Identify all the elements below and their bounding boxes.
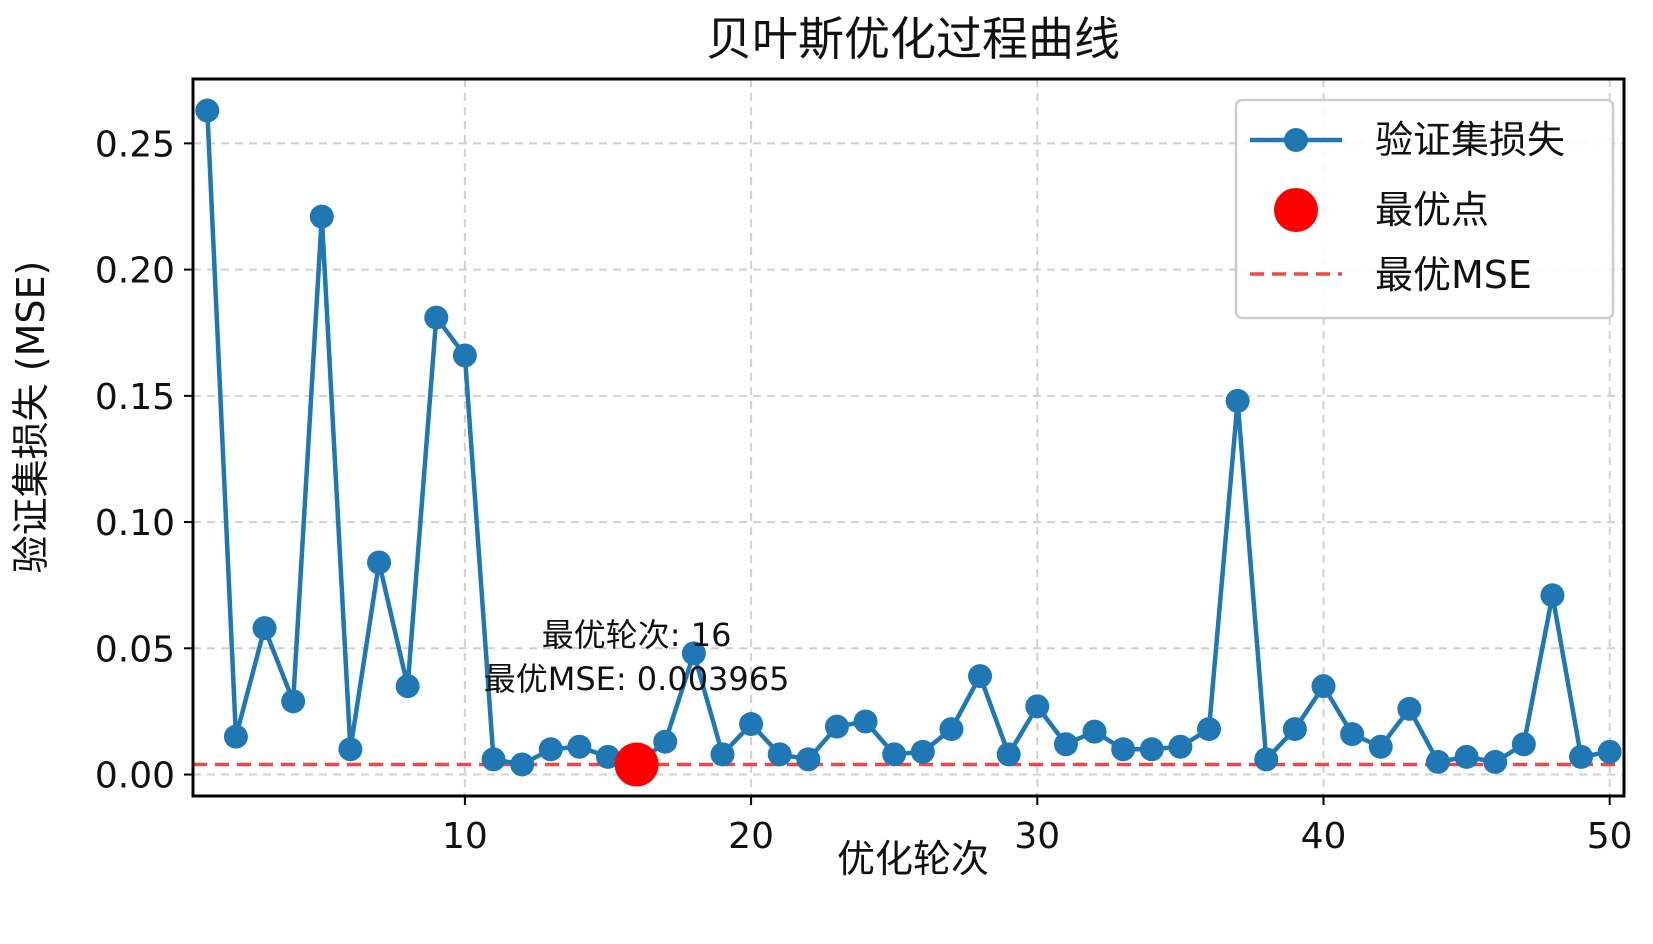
data-point xyxy=(367,550,392,575)
data-point xyxy=(481,747,506,772)
data-point xyxy=(595,744,620,769)
y-axis-ticks: 0.00 0.05 0.10 0.15 0.20 0.25 xyxy=(95,124,193,797)
data-point xyxy=(653,729,678,754)
best-point-marker xyxy=(614,742,659,787)
data-point xyxy=(939,717,964,742)
chart-title: 贝叶斯优化过程曲线 xyxy=(706,12,1120,66)
data-point xyxy=(1397,696,1422,721)
data-point xyxy=(252,616,277,641)
legend: 验证集损失 最优点 最优MSE xyxy=(1234,98,1615,320)
data-point xyxy=(1540,583,1565,608)
data-point xyxy=(510,752,535,777)
data-point xyxy=(882,742,907,767)
data-point xyxy=(1111,737,1136,762)
data-point xyxy=(1053,732,1078,757)
x-tick-label: 20 xyxy=(728,816,774,857)
x-tick-label: 10 xyxy=(442,816,488,857)
data-point xyxy=(452,343,477,368)
x-tick-label: 30 xyxy=(1014,816,1060,857)
data-point xyxy=(1139,737,1164,762)
data-point xyxy=(853,709,878,734)
data-point xyxy=(1425,749,1450,774)
y-tick-label: 0.25 xyxy=(95,124,175,165)
y-tick-label: 0.05 xyxy=(95,629,175,670)
data-point xyxy=(1597,739,1622,764)
data-point xyxy=(996,742,1021,767)
data-point xyxy=(195,98,220,123)
data-point xyxy=(1025,694,1050,719)
data-point xyxy=(1282,717,1307,742)
data-point xyxy=(1368,734,1393,759)
data-point xyxy=(796,747,821,772)
data-point xyxy=(1254,747,1279,772)
annotation-best-round: 最优轮次: 16 xyxy=(542,616,732,654)
data-point xyxy=(395,674,420,699)
data-point xyxy=(681,641,706,666)
data-point xyxy=(1511,732,1536,757)
data-point xyxy=(767,742,792,767)
x-tick-label: 40 xyxy=(1301,816,1347,857)
legend-series-label: 验证集损失 xyxy=(1375,118,1565,162)
data-point xyxy=(223,724,248,749)
data-point xyxy=(968,664,993,689)
data-point xyxy=(1168,734,1193,759)
data-point xyxy=(424,305,449,330)
data-point xyxy=(338,737,363,762)
y-axis-label: 验证集损失 (MSE) xyxy=(9,261,53,574)
y-tick-label: 0.20 xyxy=(95,251,175,292)
x-axis-ticks: 10 20 30 40 50 xyxy=(442,796,1633,857)
legend-best-line-label: 最优MSE xyxy=(1375,253,1532,297)
x-tick-label: 50 xyxy=(1587,816,1633,857)
x-axis-label: 优化轮次 xyxy=(837,837,989,881)
y-tick-label: 0.10 xyxy=(95,503,175,544)
data-point xyxy=(281,689,306,714)
data-point xyxy=(1197,717,1222,742)
legend-box xyxy=(1234,98,1615,320)
legend-series-marker xyxy=(1284,128,1308,152)
data-point xyxy=(1082,719,1107,744)
data-point xyxy=(567,734,592,759)
annotation-best-mse: 最优MSE: 0.003965 xyxy=(484,660,790,698)
data-point xyxy=(1483,749,1508,774)
data-point xyxy=(1569,744,1594,769)
data-point xyxy=(1454,744,1479,769)
data-point xyxy=(1225,388,1250,413)
data-point xyxy=(824,714,849,739)
plot-frame xyxy=(191,77,1626,798)
data-point xyxy=(1311,674,1336,699)
y-tick-label: 0.15 xyxy=(95,377,175,418)
data-point xyxy=(739,712,764,737)
data-point xyxy=(710,742,735,767)
data-point xyxy=(910,739,935,764)
legend-best-point-marker xyxy=(1274,188,1318,232)
legend-best-point-label: 最优点 xyxy=(1375,188,1489,232)
y-tick-label: 0.00 xyxy=(95,756,175,797)
data-point xyxy=(309,204,334,229)
data-point xyxy=(1340,722,1365,747)
data-point xyxy=(538,737,563,762)
